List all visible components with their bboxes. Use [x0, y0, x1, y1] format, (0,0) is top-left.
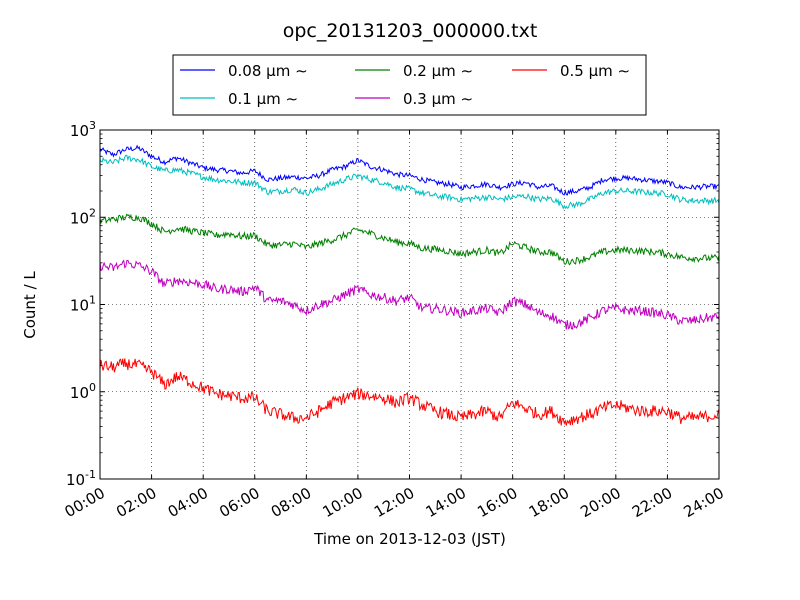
y-tick-base: 10 [70, 384, 89, 402]
x-tick-label: 06:00 [216, 484, 262, 521]
y-tick-exponent: -1 [85, 468, 96, 481]
y-tick-label: 100 [70, 381, 96, 402]
x-tick-label: 24:00 [681, 484, 727, 521]
y-tick-base: 10 [70, 297, 89, 315]
legend-label: 0.3 μm ∼ [403, 90, 473, 108]
legend-box [172, 54, 647, 116]
x-tick-label: 02:00 [113, 484, 159, 521]
legend: 0.08 μm ∼ 0.1 μm ∼ 0.2 μm ∼ 0.3 μm ∼ 0.5 μm … [172, 54, 647, 116]
y-tick-exponent: 0 [89, 381, 96, 394]
y-tick-base: 10 [70, 122, 89, 140]
y-tick-exponent: 1 [89, 294, 96, 307]
x-tick-label: 20:00 [577, 484, 623, 521]
y-axis-label: Count / L [21, 271, 39, 339]
series-lines [99, 144, 720, 426]
y-tick-label: 10-1 [66, 468, 96, 489]
x-tick-label: 18:00 [526, 484, 572, 521]
legend-label: 0.1 μm ∼ [228, 90, 298, 108]
y-tick-label: 101 [70, 294, 96, 315]
series-line [99, 213, 720, 266]
x-tick-label: 22:00 [629, 484, 675, 521]
chart-title: opc_20131203_000000.txt [283, 20, 538, 42]
series-line [99, 144, 720, 196]
x-tick-label: 00:00 [62, 484, 108, 521]
x-tick-label: 10:00 [319, 484, 365, 521]
legend-label: 0.08 μm ∼ [228, 62, 308, 80]
x-tick-label: 16:00 [474, 484, 520, 521]
x-tick-label: 14:00 [423, 484, 469, 521]
y-tick-exponent: 2 [89, 206, 96, 219]
y-tick-base: 10 [70, 209, 89, 227]
grid-lines [100, 130, 719, 479]
y-tick-exponent: 3 [89, 119, 96, 132]
x-tick-label: 12:00 [371, 484, 417, 521]
x-tick-label: 04:00 [165, 484, 211, 521]
legend-label: 0.5 μm ∼ [560, 62, 630, 80]
y-tick-label: 103 [70, 119, 96, 140]
x-axis-label: Time on 2013-12-03 (JST) [313, 530, 506, 548]
x-tick-label: 08:00 [268, 484, 314, 521]
y-tick-base: 10 [66, 471, 85, 489]
legend-label: 0.2 μm ∼ [403, 62, 473, 80]
series-line [99, 154, 720, 210]
series-line [99, 358, 720, 426]
y-tick-label: 102 [70, 206, 96, 227]
series-line [99, 259, 720, 330]
